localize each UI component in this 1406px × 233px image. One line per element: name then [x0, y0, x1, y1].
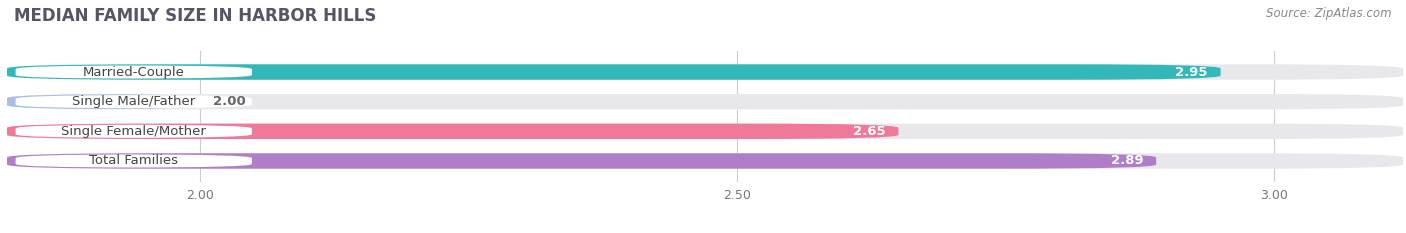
FancyBboxPatch shape	[15, 125, 252, 138]
FancyBboxPatch shape	[7, 153, 1156, 169]
Text: Total Families: Total Families	[89, 154, 179, 168]
Text: Source: ZipAtlas.com: Source: ZipAtlas.com	[1267, 7, 1392, 20]
FancyBboxPatch shape	[7, 94, 200, 109]
Text: 2.95: 2.95	[1175, 65, 1208, 79]
FancyBboxPatch shape	[15, 154, 252, 168]
Text: 2.89: 2.89	[1111, 154, 1143, 168]
FancyBboxPatch shape	[7, 124, 1403, 139]
FancyBboxPatch shape	[7, 153, 1403, 169]
FancyBboxPatch shape	[15, 95, 252, 108]
FancyBboxPatch shape	[7, 64, 1403, 80]
Text: 2.00: 2.00	[214, 95, 246, 108]
FancyBboxPatch shape	[7, 64, 1220, 80]
FancyBboxPatch shape	[15, 65, 252, 79]
Text: 2.65: 2.65	[853, 125, 886, 138]
FancyBboxPatch shape	[7, 124, 898, 139]
FancyBboxPatch shape	[7, 94, 1403, 109]
Text: Single Male/Father: Single Male/Father	[72, 95, 195, 108]
Text: Single Female/Mother: Single Female/Mother	[62, 125, 207, 138]
Text: Married-Couple: Married-Couple	[83, 65, 184, 79]
Text: MEDIAN FAMILY SIZE IN HARBOR HILLS: MEDIAN FAMILY SIZE IN HARBOR HILLS	[14, 7, 377, 25]
